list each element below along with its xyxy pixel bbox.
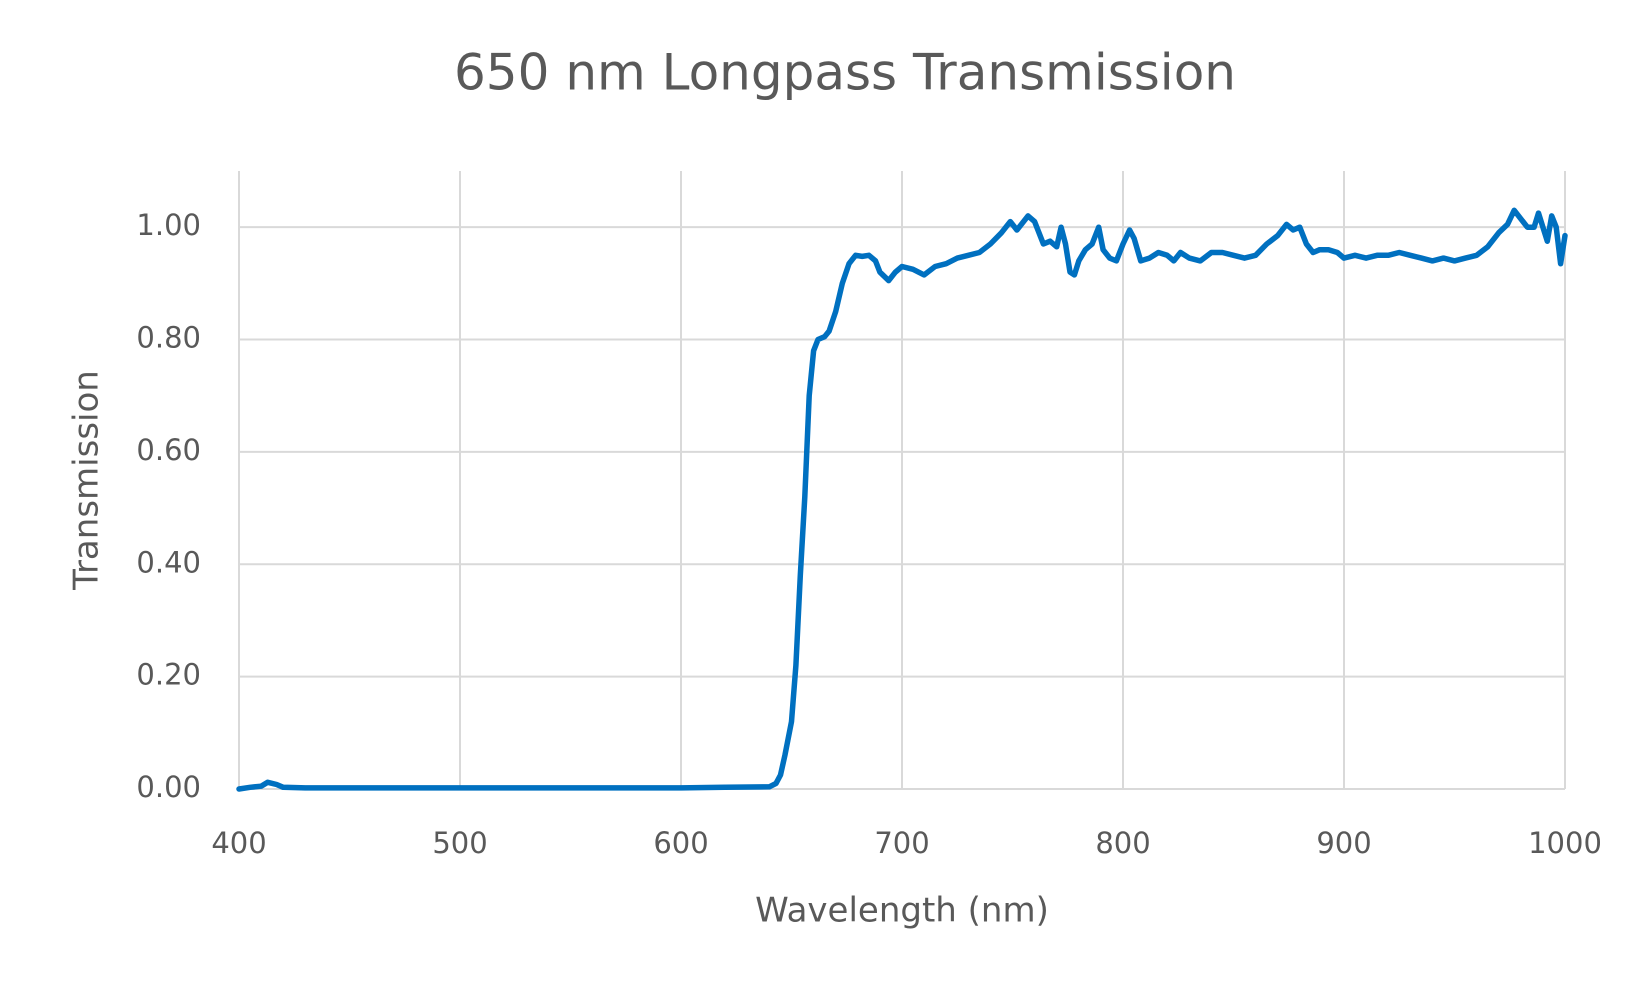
y-tick-label: 0.00 bbox=[136, 770, 201, 804]
chart-title: 650 nm Longpass Transmission bbox=[454, 44, 1236, 102]
x-tick-label: 700 bbox=[874, 826, 929, 860]
x-tick-label: 1000 bbox=[1528, 826, 1602, 860]
y-axis-label: Transmission bbox=[67, 370, 107, 591]
y-tick-label: 1.00 bbox=[136, 208, 201, 242]
y-tick-label: 0.80 bbox=[136, 321, 201, 355]
x-tick-label: 400 bbox=[211, 826, 266, 860]
x-tick-label: 800 bbox=[1095, 826, 1150, 860]
x-axis-label: Wavelength (nm) bbox=[755, 891, 1049, 931]
y-tick-label: 0.40 bbox=[136, 545, 201, 579]
x-tick-label: 500 bbox=[432, 826, 487, 860]
y-tick-label: 0.20 bbox=[136, 658, 201, 692]
y-tick-label: 0.60 bbox=[136, 433, 201, 467]
data-line bbox=[236, 207, 1568, 792]
x-tick-label: 600 bbox=[653, 826, 708, 860]
x-tick-label: 900 bbox=[1316, 826, 1371, 860]
